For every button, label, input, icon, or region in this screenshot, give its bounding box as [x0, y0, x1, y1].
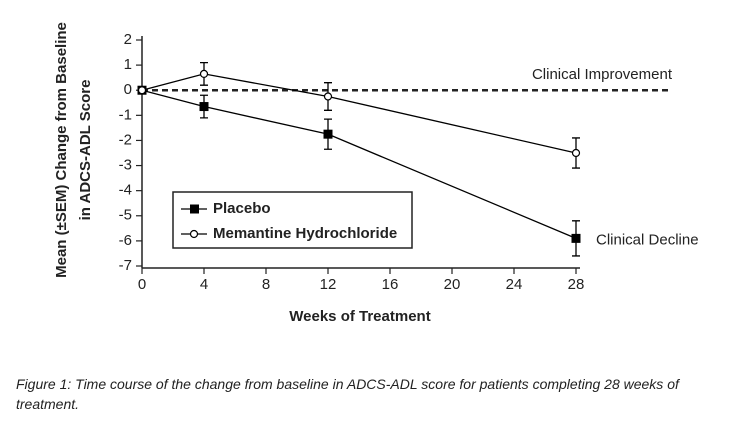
marker: [571, 233, 581, 243]
x-axis-label: Weeks of Treatment: [289, 308, 430, 325]
y-tick-label: -2: [119, 131, 132, 148]
y-tick-label: -7: [119, 257, 132, 274]
x-tick-label: 8: [262, 276, 270, 293]
x-tick-label: 16: [382, 276, 399, 293]
series-line: [141, 89, 577, 239]
y-tick-label: 0: [124, 81, 132, 98]
series-line: [141, 73, 577, 154]
legend-label: Placebo: [213, 200, 271, 217]
marker: [199, 69, 209, 79]
x-tick-label: 28: [568, 276, 585, 293]
y-axis-label: in ADCS-ADL Score: [77, 80, 94, 221]
reference-label: Clinical Improvement: [532, 66, 673, 83]
caption: Figure 1: Time course of the change from…: [16, 376, 679, 412]
y-tick-label: 2: [124, 31, 132, 48]
marker: [323, 129, 333, 139]
y-tick-label: -3: [119, 157, 132, 174]
y-tick-label: -5: [119, 207, 132, 224]
x-tick-label: 20: [444, 276, 461, 293]
legend-marker: [189, 229, 199, 239]
legend-marker: [190, 204, 199, 214]
chart: Weeks of Treatment Mean (±SEM) Change fr…: [53, 22, 699, 325]
x-tick-label: 12: [320, 276, 337, 293]
x-tick-label: 24: [506, 276, 523, 293]
legend-label: Memantine Hydrochloride: [213, 225, 397, 242]
marker: [323, 92, 333, 101]
marker: [199, 102, 209, 112]
y-tick-label: 1: [124, 56, 132, 73]
y-axis-label: Mean (±SEM) Change from Baseline: [53, 22, 70, 278]
y-tick-label: -1: [119, 106, 132, 123]
annotation: Clinical Decline: [596, 231, 699, 248]
y-tick-label: -4: [119, 182, 132, 199]
legend-box: [172, 191, 413, 249]
y-tick-label: -6: [119, 232, 132, 249]
marker: [571, 148, 581, 158]
x-tick-label: 4: [200, 276, 208, 293]
x-tick-label: 0: [138, 276, 146, 293]
marker: [137, 86, 147, 95]
